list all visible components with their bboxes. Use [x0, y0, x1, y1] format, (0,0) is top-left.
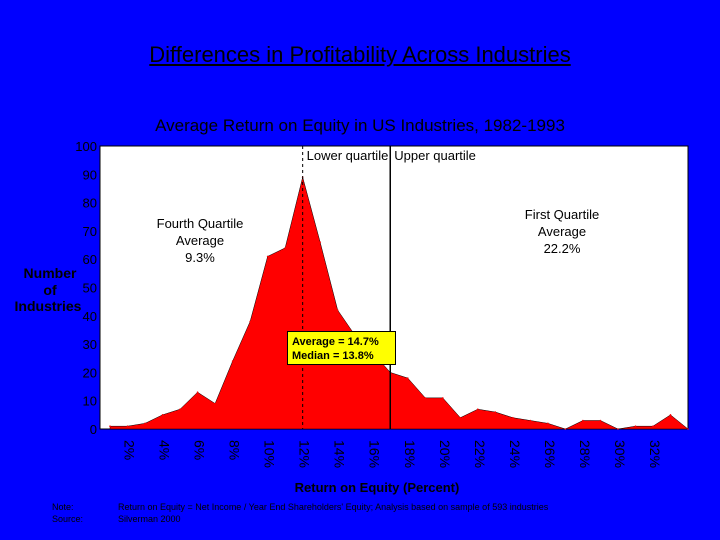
fourth-quartile-label-line-3: 9.3%	[185, 250, 215, 265]
x-tick-label: 14%	[332, 440, 348, 468]
y-axis-label-line-1: Number	[24, 265, 77, 281]
x-tick-label: 16%	[367, 440, 383, 468]
data-point	[494, 411, 497, 413]
data-point	[441, 397, 444, 399]
data-point	[512, 416, 514, 419]
y-axis-label-line-3: Industries	[15, 298, 82, 314]
data-point	[459, 416, 462, 419]
x-tick-label: 2%	[122, 440, 138, 460]
data-point	[319, 241, 321, 244]
data-point	[144, 422, 146, 425]
y-tick-label: 0	[90, 422, 97, 437]
lower-quartile-label: Lower quartile	[307, 148, 389, 163]
data-point	[652, 425, 654, 427]
data-point	[266, 255, 269, 258]
data-point	[477, 408, 479, 410]
upper-quartile-label: Upper quartile	[394, 148, 476, 163]
data-point	[126, 425, 129, 427]
y-tick-label: 40	[83, 309, 97, 324]
first-quartile-label-line-1: First Quartile	[525, 207, 599, 222]
first-quartile-label-line-3: 22.2%	[544, 241, 581, 256]
x-tick-label: 8%	[227, 440, 243, 460]
data-point	[599, 419, 602, 422]
fourth-quartile-label-line-2: Average	[176, 233, 224, 248]
x-tick-label: 28%	[577, 440, 593, 468]
x-tick-label: 26%	[542, 440, 558, 468]
x-tick-label: 22%	[472, 440, 488, 468]
y-axis-label-line-2: of	[43, 282, 57, 298]
y-tick-label: 60	[83, 252, 97, 267]
x-tick-label: 20%	[437, 440, 453, 468]
x-tick-label: 6%	[192, 440, 208, 460]
x-tick-label: 18%	[402, 440, 418, 468]
data-point	[179, 408, 181, 410]
chart-title: Average Return on Equity in US Industrie…	[155, 116, 565, 135]
x-tick-label: 10%	[262, 440, 278, 468]
data-point	[424, 397, 427, 399]
x-tick-label: 24%	[507, 440, 523, 468]
fourth-quartile-label-line-1: Fourth Quartile	[157, 216, 244, 231]
x-tick-label: 12%	[297, 440, 313, 468]
data-point	[669, 414, 672, 416]
y-tick-label: 20	[83, 365, 97, 380]
y-tick-label: 10	[83, 394, 97, 409]
data-point	[529, 419, 532, 422]
data-point	[687, 428, 689, 430]
y-tick-label: 80	[83, 196, 97, 211]
y-tick-label: 100	[75, 139, 97, 154]
data-point	[231, 360, 234, 362]
x-tick-label: 32%	[647, 440, 663, 468]
x-tick-label: 4%	[157, 440, 173, 460]
data-point	[109, 425, 111, 427]
y-tick-label: 90	[83, 167, 97, 182]
first-quartile-label-line-2: Average	[538, 224, 586, 239]
data-point	[249, 320, 251, 323]
data-point	[406, 377, 409, 379]
data-point	[196, 391, 199, 394]
data-point	[214, 402, 216, 405]
series-area	[109, 176, 689, 430]
y-tick-label: 30	[83, 337, 97, 352]
data-point	[564, 428, 567, 430]
data-point	[161, 414, 164, 416]
data-point	[582, 419, 584, 422]
y-tick-label: 70	[83, 224, 97, 239]
y-axis-ticks: 0 10 20 30 40 50 60 70 80 90 100	[75, 139, 97, 437]
median-text: Median = 13.8%	[292, 350, 374, 362]
y-tick-label: 50	[83, 281, 97, 296]
data-point	[284, 247, 286, 249]
source-key: Source:	[52, 514, 84, 524]
source-value: Silverman 2000	[118, 514, 181, 524]
note-value: Return on Equity = Net Income / Year End…	[118, 502, 549, 512]
x-tick-label: 30%	[612, 440, 628, 468]
average-text: Average = 14.7%	[292, 336, 379, 348]
slide-title: Differences in Profitability Across Indu…	[149, 42, 571, 67]
average-median-callout: Average = 14.7% Median = 13.8%	[287, 331, 396, 365]
x-axis-label: Return on Equity (Percent)	[295, 480, 460, 495]
note-key: Note:	[52, 502, 74, 512]
x-axis-ticks: 2% 4% 6% 8% 10% 12% 14% 16% 18% 20% 22% 24% 26% 28% 30…	[122, 440, 663, 468]
data-point	[634, 425, 637, 427]
data-point	[617, 428, 619, 430]
data-point	[547, 422, 549, 425]
data-point	[336, 309, 339, 311]
